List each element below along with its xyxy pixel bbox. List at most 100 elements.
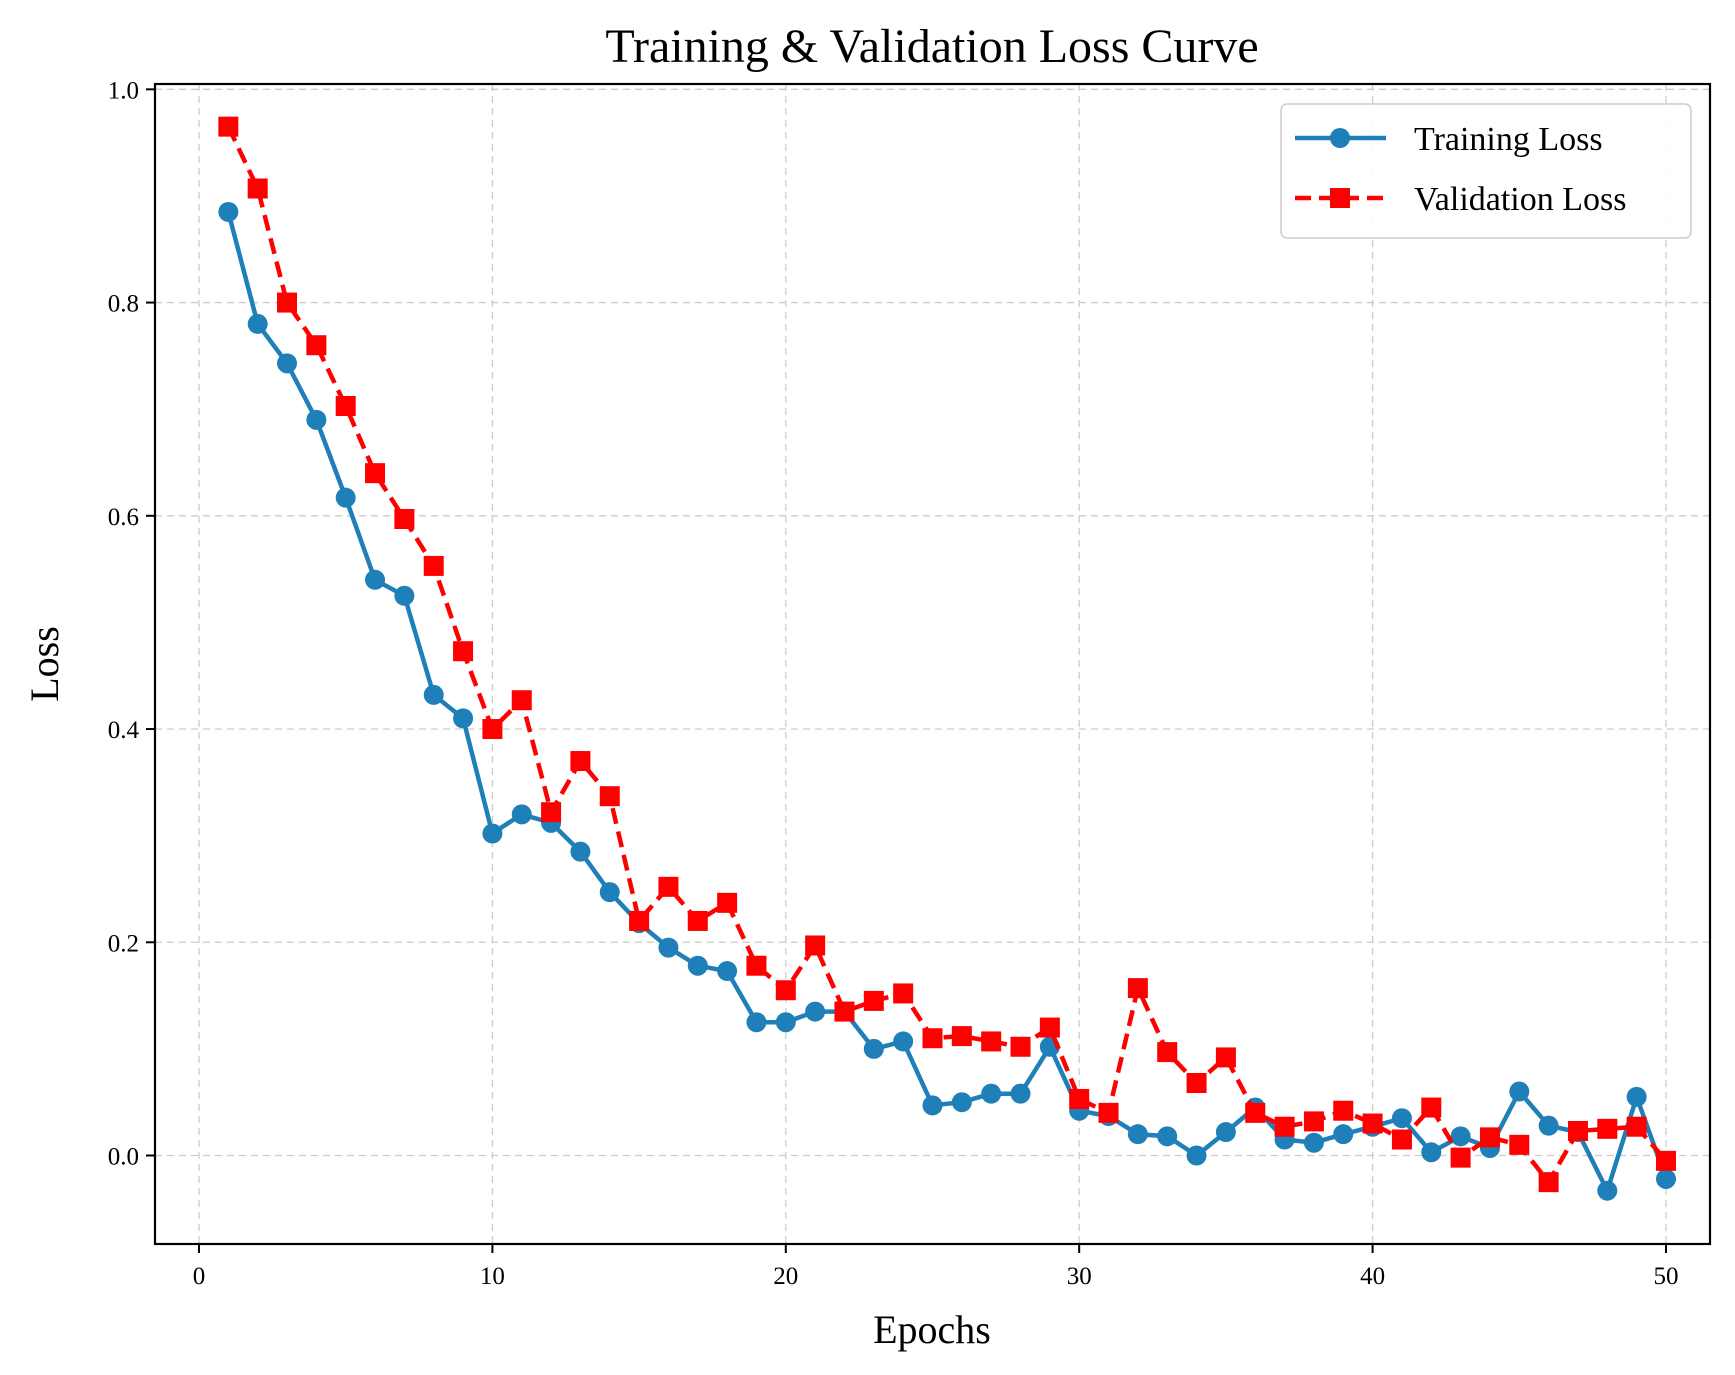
data-point-training-loss	[1509, 1081, 1530, 1102]
data-point-validation-loss	[453, 641, 474, 662]
data-point-training-loss	[981, 1083, 1002, 1104]
data-point-validation-loss	[1039, 1017, 1060, 1038]
data-point-validation-loss	[893, 983, 914, 1004]
data-point-validation-loss	[1567, 1120, 1588, 1141]
data-point-training-loss	[1421, 1142, 1442, 1163]
data-point-training-loss	[893, 1031, 914, 1052]
legend-marker-validation	[1330, 188, 1350, 208]
data-point-training-loss	[1391, 1108, 1412, 1129]
y-tick-label: 0.2	[108, 930, 139, 957]
data-point-validation-loss	[1157, 1042, 1178, 1063]
data-point-validation-loss	[746, 955, 767, 976]
data-point-validation-loss	[1274, 1116, 1295, 1137]
data-point-validation-loss	[1421, 1097, 1442, 1118]
x-tick-label: 50	[1653, 1263, 1678, 1290]
y-tick-label: 0.4	[108, 717, 140, 744]
data-point-validation-loss	[834, 1001, 855, 1022]
legend-marker-training	[1330, 128, 1350, 148]
data-point-validation-loss	[365, 463, 386, 484]
y-tick-label: 0.8	[108, 291, 139, 318]
data-point-validation-loss	[775, 980, 796, 1001]
data-point-training-loss	[335, 487, 356, 508]
data-point-validation-loss	[1127, 978, 1148, 999]
data-point-training-loss	[1538, 1115, 1559, 1136]
data-point-training-loss	[599, 882, 620, 903]
data-point-validation-loss	[717, 892, 738, 913]
data-point-validation-loss	[247, 178, 268, 199]
data-point-training-loss	[218, 201, 239, 222]
data-point-training-loss	[394, 585, 415, 606]
data-point-training-loss	[922, 1095, 943, 1116]
series-training-loss	[218, 201, 1676, 1201]
legend-label-validation: Validation Loss	[1414, 181, 1626, 218]
data-point-validation-loss	[1655, 1150, 1676, 1171]
data-point-validation-loss	[541, 802, 562, 823]
data-point-training-loss	[1626, 1086, 1647, 1107]
data-point-validation-loss	[511, 690, 532, 711]
data-point-validation-loss	[1098, 1102, 1119, 1123]
y-tick-label: 0.0	[108, 1144, 139, 1171]
data-point-training-loss	[746, 1012, 767, 1033]
chart-title: Training & Validation Loss Curve	[605, 20, 1258, 73]
data-point-training-loss	[775, 1012, 796, 1033]
data-point-training-loss	[247, 313, 268, 334]
data-point-validation-loss	[805, 935, 826, 956]
data-point-validation-loss	[1245, 1102, 1266, 1123]
data-point-training-loss	[1215, 1122, 1236, 1143]
data-point-training-loss	[1127, 1124, 1148, 1145]
data-point-training-loss	[1597, 1180, 1618, 1201]
x-tick-label: 0	[193, 1263, 206, 1290]
data-point-validation-loss	[482, 719, 503, 740]
data-point-validation-loss	[863, 990, 884, 1011]
plot-frame	[153, 82, 1712, 1246]
y-tick-label: 0.6	[108, 504, 139, 531]
data-point-training-loss	[687, 955, 708, 976]
data-point-validation-loss	[1362, 1113, 1383, 1134]
x-tick-label: 10	[480, 1263, 505, 1290]
data-point-training-loss	[1655, 1168, 1676, 1189]
legend-label-training: Training Loss	[1414, 121, 1603, 158]
data-point-training-loss	[511, 804, 532, 825]
data-point-validation-loss	[599, 786, 620, 807]
data-point-validation-loss	[1479, 1127, 1500, 1148]
data-point-training-loss	[863, 1038, 884, 1059]
data-point-training-loss	[453, 708, 474, 729]
data-point-training-loss	[951, 1092, 972, 1113]
data-point-validation-loss	[1010, 1036, 1031, 1057]
x-axis-label: Epochs	[873, 1307, 991, 1352]
data-point-validation-loss	[1303, 1111, 1324, 1132]
data-point-validation-loss	[951, 1026, 972, 1047]
data-point-validation-loss	[1597, 1118, 1618, 1139]
data-point-training-loss	[570, 841, 591, 862]
data-point-training-loss	[1157, 1126, 1178, 1147]
grid	[155, 84, 1710, 1244]
plot-area	[218, 116, 1676, 1201]
data-point-validation-loss	[570, 751, 591, 772]
data-point-validation-loss	[306, 335, 327, 356]
data-point-validation-loss	[1509, 1134, 1530, 1155]
data-point-validation-loss	[423, 555, 444, 576]
legend: Training Loss Validation Loss	[1280, 103, 1692, 239]
data-point-training-loss	[658, 937, 679, 958]
data-point-validation-loss	[394, 509, 415, 529]
y-tick-label: 1.0	[108, 77, 139, 104]
data-point-validation-loss	[277, 292, 298, 313]
data-point-validation-loss	[658, 876, 679, 897]
data-point-training-loss	[717, 961, 738, 982]
x-tick-label: 40	[1360, 1263, 1385, 1290]
data-point-training-loss	[1303, 1132, 1324, 1153]
data-point-training-loss	[1450, 1126, 1471, 1147]
data-point-training-loss	[365, 569, 386, 590]
x-tick-label: 20	[773, 1263, 798, 1290]
x-tick-label: 30	[1067, 1263, 1092, 1290]
data-point-validation-loss	[1215, 1047, 1236, 1068]
axis-ticks: 0 10 20 30 40 50 0.0 0.2 0.4 0.6 0.8 1.0	[108, 77, 1679, 1290]
data-point-validation-loss	[1186, 1073, 1207, 1094]
data-point-validation-loss	[1333, 1100, 1354, 1121]
series-line-validation-loss	[226, 125, 1668, 1185]
series-validation-loss	[218, 116, 1676, 1193]
data-point-validation-loss	[1626, 1116, 1647, 1137]
data-point-validation-loss	[1538, 1172, 1559, 1193]
series-line-training-loss	[226, 211, 1669, 1193]
